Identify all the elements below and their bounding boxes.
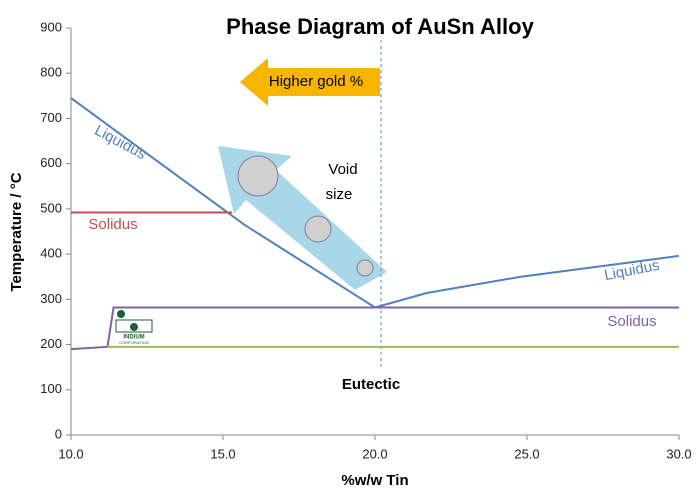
y-axis-label: Temperature / °C: [8, 172, 25, 291]
y-tick-label: 300: [40, 291, 62, 306]
arrow-higher-gold: [240, 58, 380, 106]
annotation: Eutectic: [342, 376, 400, 393]
series-line: [70, 306, 679, 351]
y-tick-label: 200: [40, 336, 62, 351]
annotation: Solidus: [88, 216, 137, 233]
x-axis-label: %w/w Tin: [341, 472, 408, 489]
y-tick-label: 100: [40, 381, 62, 396]
annotation: CORPORATION: [119, 340, 149, 345]
annotation: size: [326, 186, 353, 203]
annotation: Void: [328, 161, 357, 178]
indium-logo: [115, 310, 153, 333]
annotation: Solidus: [607, 313, 656, 330]
series-line: [70, 97, 680, 309]
x-tick-label: 30.0: [666, 446, 691, 461]
x-tick-label: 15.0: [210, 446, 235, 461]
chart-title: Phase Diagram of AuSn Alloy: [226, 14, 534, 39]
void-bubble: [237, 155, 279, 197]
x-tick-label: 10.0: [58, 446, 83, 461]
x-tick-label: 25.0: [514, 446, 539, 461]
x-tick-label: 20.0: [362, 446, 387, 461]
annotation: Liquidus: [603, 257, 661, 284]
annotation: INDIUM: [123, 335, 144, 341]
annotation: Liquidus: [92, 122, 149, 163]
y-tick-label: 400: [40, 246, 62, 261]
y-tick-label: 700: [40, 110, 62, 125]
void-bubble: [356, 259, 374, 277]
y-tick-label: 900: [40, 19, 62, 34]
y-tick-label: 500: [40, 200, 62, 215]
y-tick-label: 600: [40, 155, 62, 170]
y-tick-label: 800: [40, 65, 62, 80]
void-bubble: [304, 215, 332, 243]
y-tick-label: 0: [55, 426, 62, 441]
annotation: Higher gold %: [269, 73, 363, 90]
